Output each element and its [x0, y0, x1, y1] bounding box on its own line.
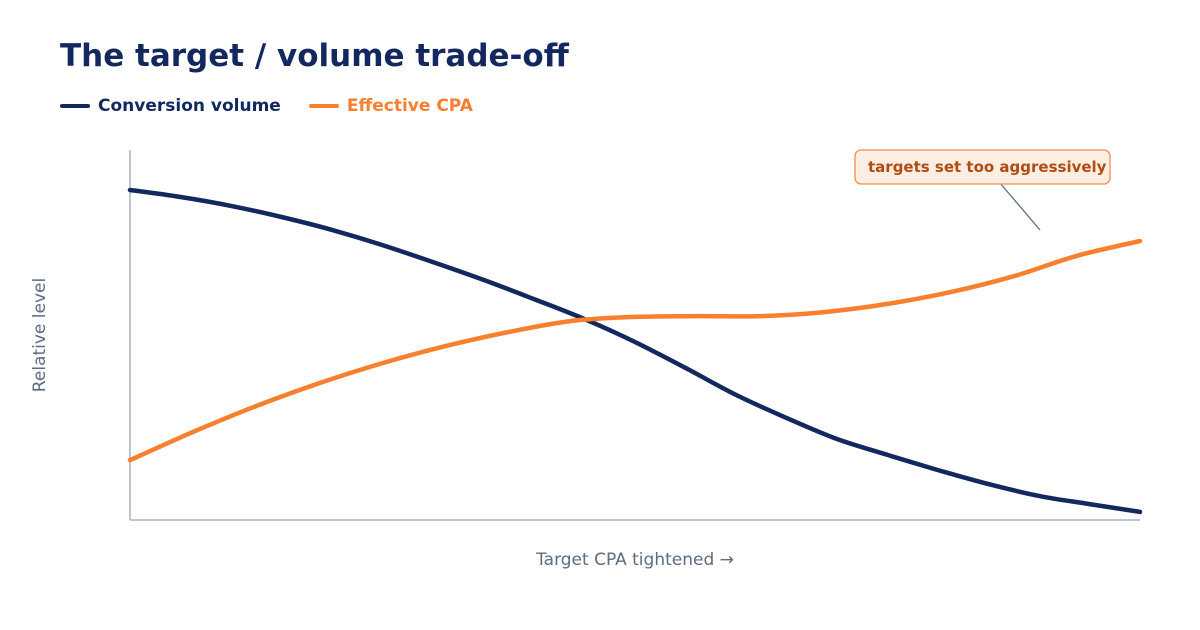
- x-axis-title: Target CPA tightened →: [535, 550, 734, 570]
- series-line-conversion-volume: [127, 187, 1143, 515]
- legend-label-conversion-volume: Conversion volume: [98, 96, 281, 116]
- callout-leader-line: [999, 182, 1041, 231]
- legend-swatch-conversion-volume: [60, 104, 90, 108]
- legend-item-effective-cpa: Effective CPA: [308, 96, 473, 116]
- callout-box: [854, 149, 1111, 185]
- callout-text: targets set too aggressively: [868, 158, 1107, 176]
- legend-label-effective-cpa: Effective CPA: [346, 96, 473, 116]
- series-line-effective-cpa: [127, 238, 1143, 463]
- chart-title: The target / volume trade-off: [60, 38, 569, 74]
- y-axis-title: Relative level: [30, 278, 50, 392]
- legend: Conversion volume Effective CPA: [60, 96, 501, 116]
- legend-swatch-effective-cpa: [308, 104, 339, 108]
- legend-item-conversion-volume: Conversion volume: [60, 96, 281, 116]
- callout: targets set too aggressively: [854, 149, 1111, 185]
